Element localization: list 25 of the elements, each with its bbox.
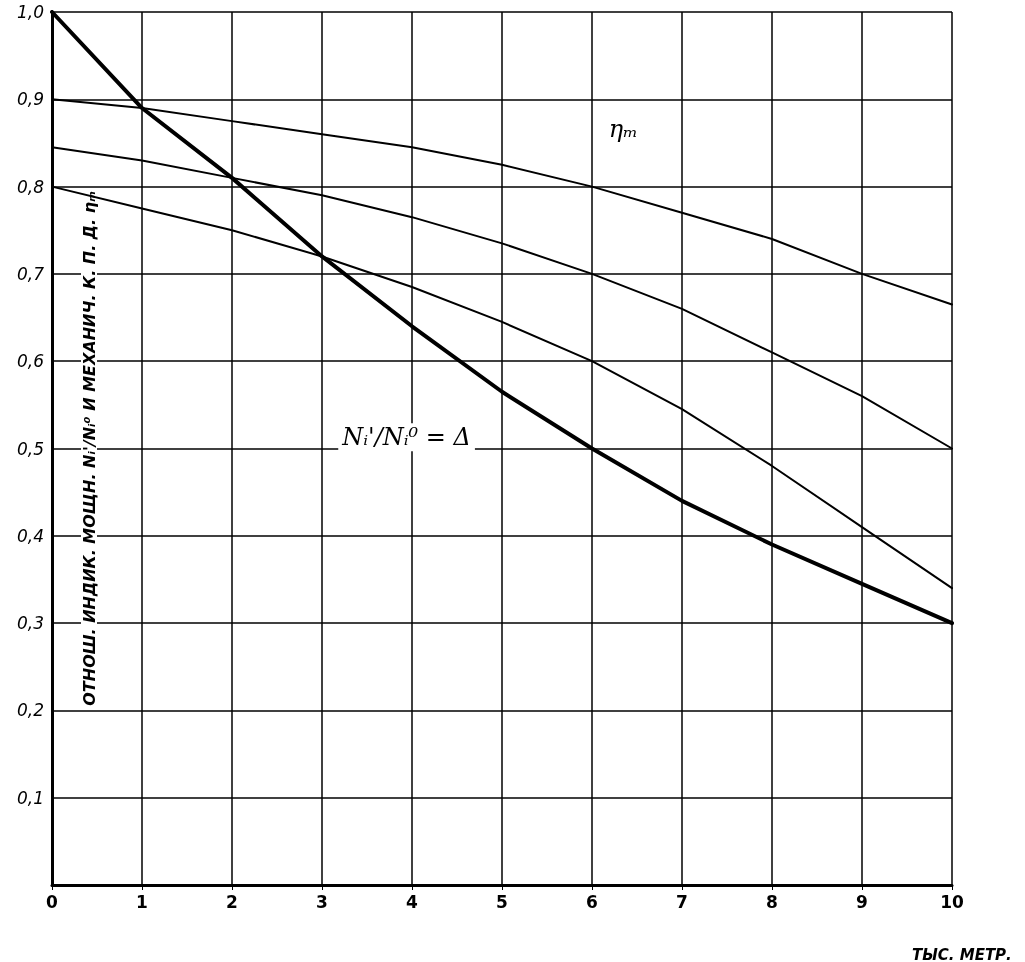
y-tick-label: 1,0 — [16, 2, 44, 22]
y-tick-label: 0,8 — [16, 176, 45, 197]
annotation: ηₘ — [608, 115, 638, 144]
y-tick-label: 0,4 — [16, 525, 44, 546]
x-tick-label: 4 — [406, 891, 419, 912]
annotation: Nᵢ'/Nᵢ⁰ = Δ — [341, 423, 471, 452]
x-tick-label: 0 — [46, 891, 59, 912]
y-tick-label: 0,9 — [16, 89, 44, 110]
x-tick-label: 6 — [586, 891, 598, 912]
x-tick-label: 7 — [676, 891, 688, 912]
y-axis-title: ОТНОШ. ИНДИК. МОЩН. Nᵢ'/Nᵢ⁰ И МЕХАНИЧ. К. П. Д. ηₘ — [79, 191, 99, 706]
x-tick-label: 3 — [316, 891, 328, 912]
y-tick-label: 0,3 — [16, 613, 44, 634]
x-tick-label: 9 — [856, 891, 868, 912]
x-axis-title: ТЫС. МЕТР. — [912, 945, 1012, 962]
y-tick-label: 0,2 — [16, 700, 44, 721]
y-tick-label: 0,6 — [16, 351, 45, 372]
x-tick-label: 2 — [226, 891, 238, 912]
x-tick-label: 8 — [766, 891, 778, 912]
x-tick-label: 5 — [496, 891, 508, 912]
x-tick-label: 10 — [940, 891, 964, 912]
x-tick-label: 1 — [136, 891, 148, 912]
y-tick-label: 0,5 — [16, 438, 44, 459]
y-tick-label: 0,1 — [16, 787, 44, 808]
y-tick-label: 0,7 — [16, 263, 45, 284]
